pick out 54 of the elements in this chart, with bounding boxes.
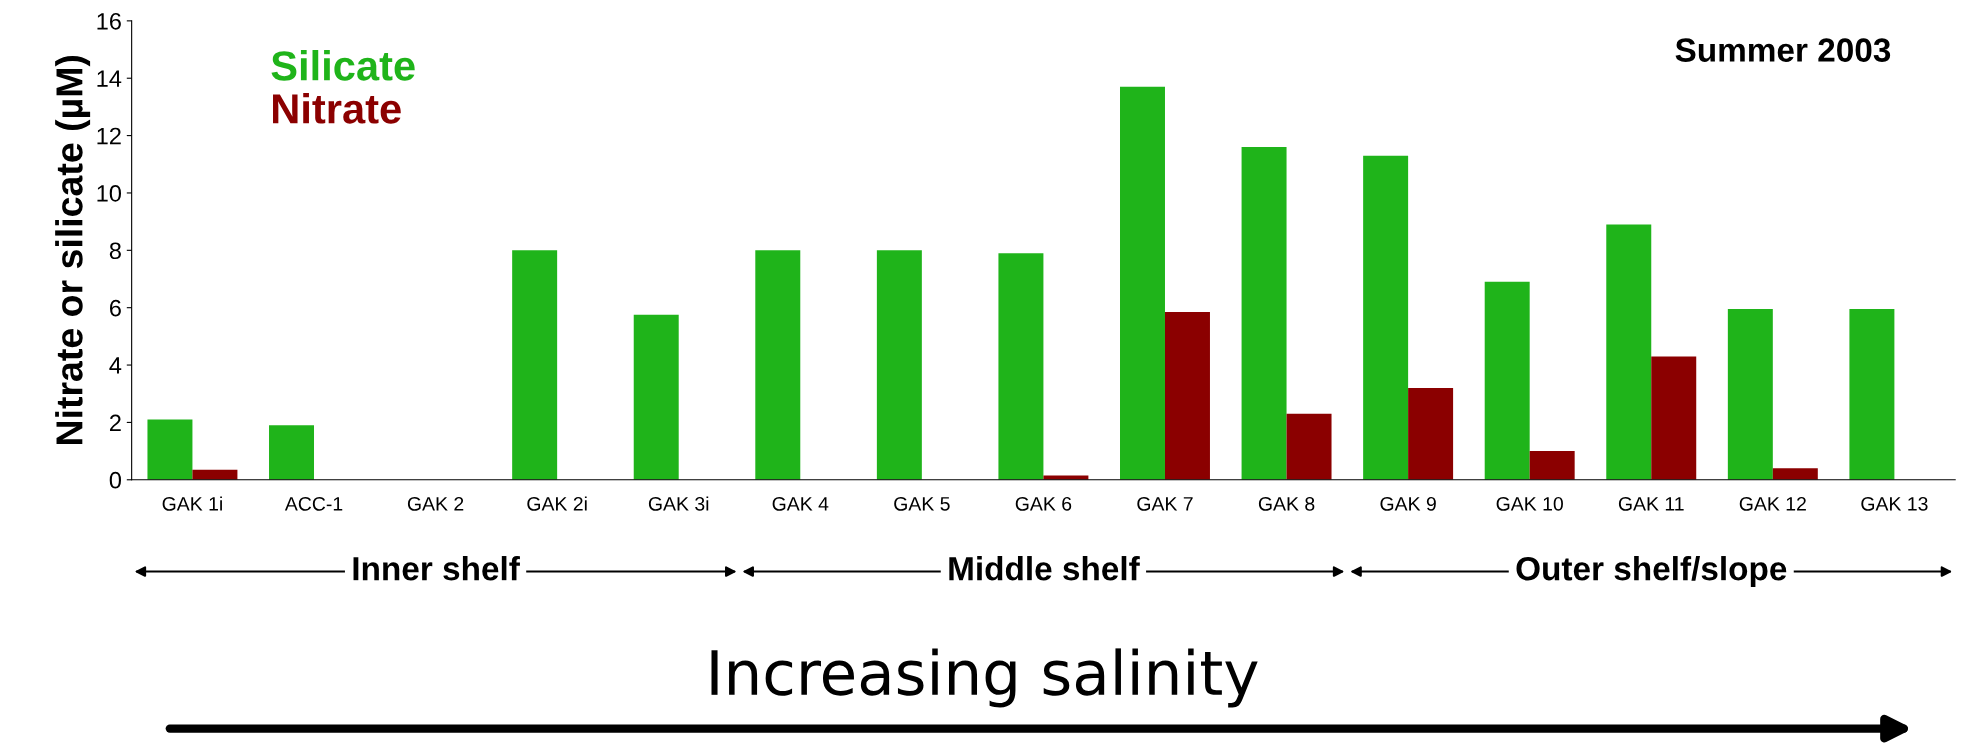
- y-tick-label: 2: [109, 414, 121, 431]
- bar: [1529, 451, 1575, 480]
- bar: [1606, 224, 1652, 480]
- y-tick-label: 16: [97, 12, 121, 30]
- bar: [1120, 86, 1165, 480]
- bar: [1363, 155, 1409, 480]
- x-tick-label: GAK 13: [1861, 496, 1928, 511]
- bar: [1772, 468, 1818, 480]
- bar: [269, 425, 315, 480]
- bar: [755, 250, 801, 480]
- y-tick-label: 6: [110, 299, 121, 317]
- x-tick-label: ACC-1: [284, 496, 343, 511]
- y-tick-label: 10: [97, 185, 122, 202]
- text: Outer shelf/slope: [1516, 556, 1787, 588]
- x-tick-label: GAK 12: [1739, 496, 1806, 511]
- x-tick-label: GAK 4: [772, 496, 829, 511]
- x-tick-label: GAK 3i: [648, 496, 709, 511]
- bar: [1651, 356, 1697, 480]
- y-tick-label: 14: [97, 70, 122, 87]
- bar: [1164, 311, 1210, 480]
- bar: [1241, 147, 1287, 480]
- y-tick-label: 8: [109, 242, 121, 260]
- x-tick-label: GAK 10: [1496, 496, 1563, 511]
- bar: [1849, 309, 1895, 480]
- bar: [512, 250, 558, 480]
- x-tick-label: GAK 7: [1137, 496, 1193, 511]
- text: Inner shelf: [353, 556, 520, 581]
- bar: [1484, 281, 1530, 480]
- bar: [998, 253, 1044, 480]
- x-tick-label: GAK 6: [1015, 496, 1072, 511]
- bar: [633, 314, 679, 480]
- y-axis-title: Nitrate or silicate (µM): [55, 55, 91, 445]
- x-tick-label: GAK 8: [1258, 496, 1315, 511]
- bar: [1727, 309, 1773, 480]
- text: Silicate: [271, 50, 415, 81]
- bar: [1286, 413, 1332, 480]
- text: Increasing salinity: [711, 648, 1258, 708]
- y-tick-label: 0: [109, 471, 122, 489]
- x-tick-label: GAK 2: [407, 496, 464, 511]
- bar: [1043, 475, 1089, 480]
- x-tick-label: GAK 9: [1380, 496, 1436, 511]
- y-tick-label: 4: [109, 357, 122, 374]
- x-tick-label: GAK 11: [1618, 496, 1684, 511]
- bar: [876, 250, 922, 480]
- text: Middle shelf: [949, 556, 1140, 581]
- x-tick-label: GAK 2i: [527, 496, 587, 511]
- bar: [147, 419, 193, 480]
- x-tick-label: GAK 5: [894, 496, 950, 511]
- annotation: Summer 2003: [1675, 38, 1891, 62]
- x-tick-label: GAK 1i: [162, 496, 222, 511]
- text: Nitrate: [273, 93, 401, 124]
- y-tick-label: 12: [97, 127, 121, 145]
- bar: [192, 469, 238, 480]
- bar: [1408, 388, 1454, 480]
